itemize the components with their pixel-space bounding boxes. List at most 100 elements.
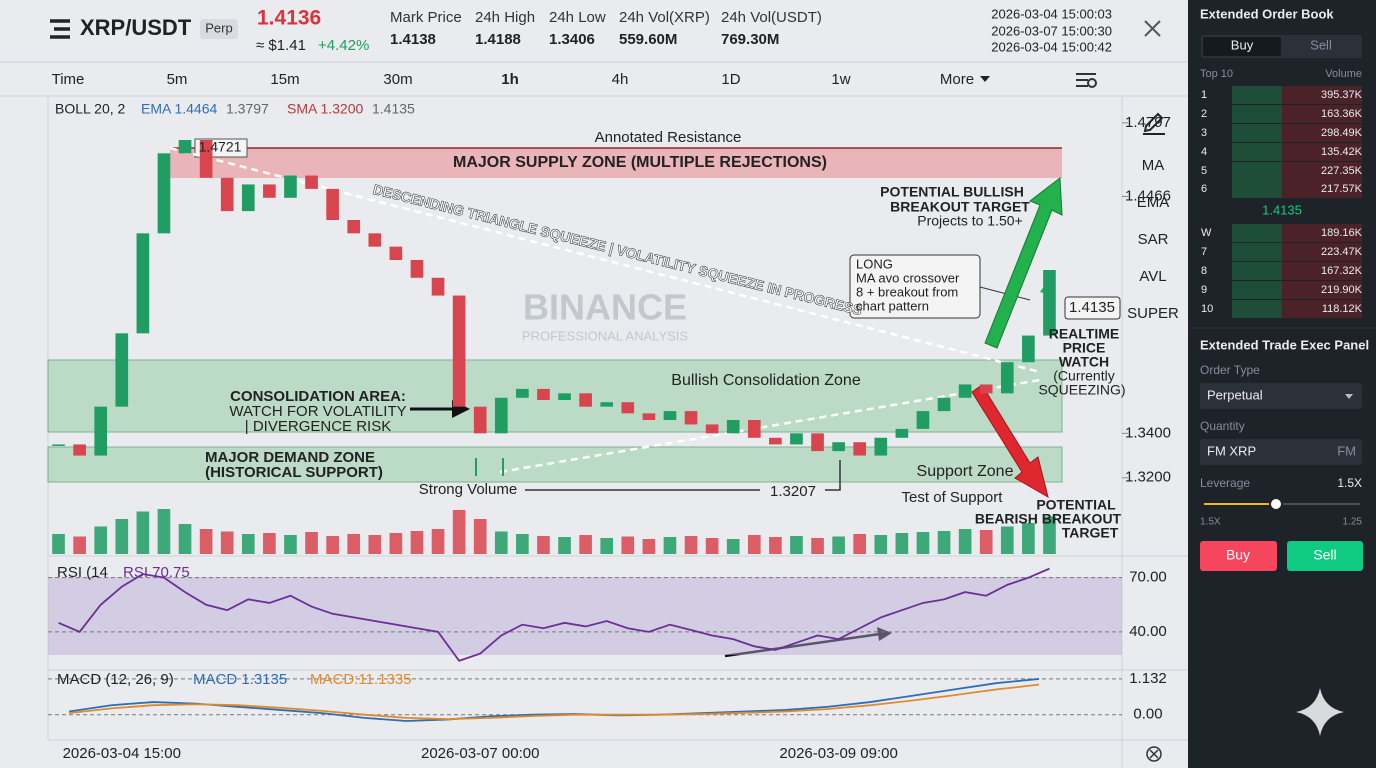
depth-bar (1232, 224, 1282, 242)
timeframe[interactable]: 1w (831, 71, 850, 88)
slider-label: 1.25 (1343, 517, 1363, 528)
toolbar-button[interactable]: MA (1142, 157, 1165, 174)
candle (1043, 270, 1056, 336)
stat-value: 1.3406 (549, 31, 595, 48)
annotation: PROFESSIONAL ANALYSIS (522, 328, 688, 343)
volume-bar (537, 536, 550, 554)
timeframe[interactable]: 15m (270, 71, 299, 88)
y-tick-label: 1.3400 (1125, 424, 1171, 441)
logo-icon (50, 19, 70, 39)
candle (726, 420, 740, 434)
field-value: FM XRP (1207, 443, 1256, 458)
column-header: Top 10 (1200, 68, 1233, 80)
candle (305, 175, 318, 189)
reset-icon[interactable] (1149, 749, 1159, 759)
series-legend: MACD:11.1335 (310, 671, 411, 688)
symbol: XRP/USDT (80, 15, 192, 40)
candle (537, 388, 550, 400)
candle (1022, 335, 1035, 363)
input-box[interactable] (1200, 439, 1362, 465)
badge-bg (200, 19, 238, 39)
candle (52, 444, 65, 446)
pane-title: RSI (14 (57, 564, 108, 581)
timeframe[interactable]: Time (52, 71, 85, 88)
depth-bar (1232, 180, 1282, 198)
x-tick-label: 2026-03-09 09:00 (779, 745, 897, 762)
close-icon[interactable] (1144, 20, 1161, 37)
annotation: REALTIME (1049, 326, 1120, 342)
book-volume: 135.42K (1321, 146, 1363, 158)
select-box[interactable] (1200, 383, 1362, 409)
settings-icon[interactable] (1076, 73, 1097, 88)
depth-bar (1232, 143, 1282, 161)
reset-icon[interactable] (1146, 746, 1162, 762)
sell-button[interactable] (1287, 541, 1363, 571)
volume-bar (347, 534, 361, 554)
tab[interactable]: Buy (1231, 37, 1254, 52)
toolbar-button[interactable]: AVL (1139, 268, 1166, 285)
candle (178, 140, 192, 154)
more-caret (980, 76, 990, 82)
depth-bar (1282, 300, 1362, 318)
volume-bar (263, 533, 276, 554)
volume-bar (958, 529, 972, 554)
book-level: 4 (1201, 146, 1207, 158)
timeframe[interactable]: 4h (612, 71, 629, 88)
volume-bar (220, 531, 234, 554)
annotation: MAJOR SUPPLY ZONE (MULTIPLE REJECTIONS) (453, 154, 827, 171)
candle (410, 260, 424, 278)
candle (368, 233, 382, 247)
y-tick-label: 1.4797 (1125, 114, 1171, 131)
depth-bar (1282, 262, 1362, 280)
candle (136, 233, 150, 334)
depth-bar (1282, 86, 1362, 104)
draw-icon[interactable] (1143, 112, 1165, 135)
toolbar-button[interactable]: SAR (1138, 231, 1169, 248)
volume-bar (73, 536, 86, 554)
depth-bar (1282, 281, 1362, 299)
indicator-line (68, 678, 1040, 722)
toolbar-button[interactable]: EMA (1137, 194, 1170, 211)
button-label[interactable]: Buy (1226, 547, 1250, 563)
annotation: SQUEEZING) (1038, 382, 1125, 398)
field-label: Order Type (1200, 363, 1260, 377)
stat-value: 1.4138 (390, 31, 436, 48)
buy-button[interactable] (1200, 541, 1277, 571)
tab-active[interactable] (1203, 37, 1281, 56)
volume-bar (473, 519, 487, 554)
slider-knob[interactable] (1269, 497, 1283, 511)
y-tick-label: 1.3200 (1125, 469, 1171, 486)
annotation: Bullish Consolidation Zone (671, 372, 861, 389)
candle (73, 444, 86, 456)
indicator-legend: 1.4135 (372, 101, 415, 117)
timeframe[interactable]: 5m (167, 71, 188, 88)
tab[interactable]: Sell (1310, 37, 1332, 52)
stat-value: 769.30M (721, 31, 779, 48)
volume-bar (241, 534, 255, 554)
candle (747, 420, 761, 438)
candle (326, 188, 339, 220)
volume-bar (410, 531, 424, 554)
candle (199, 140, 213, 178)
book-level: 9 (1201, 284, 1207, 296)
stat-label: 24h High (475, 9, 535, 26)
book-volume: 217.57K (1321, 183, 1363, 195)
timeframe[interactable]: More (940, 71, 974, 88)
book-volume: 163.36K (1321, 108, 1363, 120)
toolbar-button[interactable]: SUPER (1127, 305, 1179, 322)
timeframe[interactable]: 1D (721, 71, 740, 88)
depth-bar (1232, 105, 1282, 123)
support-line (525, 460, 841, 491)
y-tick-label: 70.00 (1129, 569, 1167, 586)
depth-bar (1232, 262, 1282, 280)
depth-bar (1232, 281, 1282, 299)
button-label[interactable]: Sell (1313, 547, 1336, 563)
timeframe[interactable]: 1h (501, 71, 519, 88)
candle (558, 393, 571, 400)
book-volume: 223.47K (1321, 246, 1363, 258)
book-level: 3 (1201, 127, 1207, 139)
timeframe[interactable]: 30m (383, 71, 412, 88)
volume-bar (853, 534, 867, 554)
last-price-label: 1.4135 (1069, 299, 1115, 316)
